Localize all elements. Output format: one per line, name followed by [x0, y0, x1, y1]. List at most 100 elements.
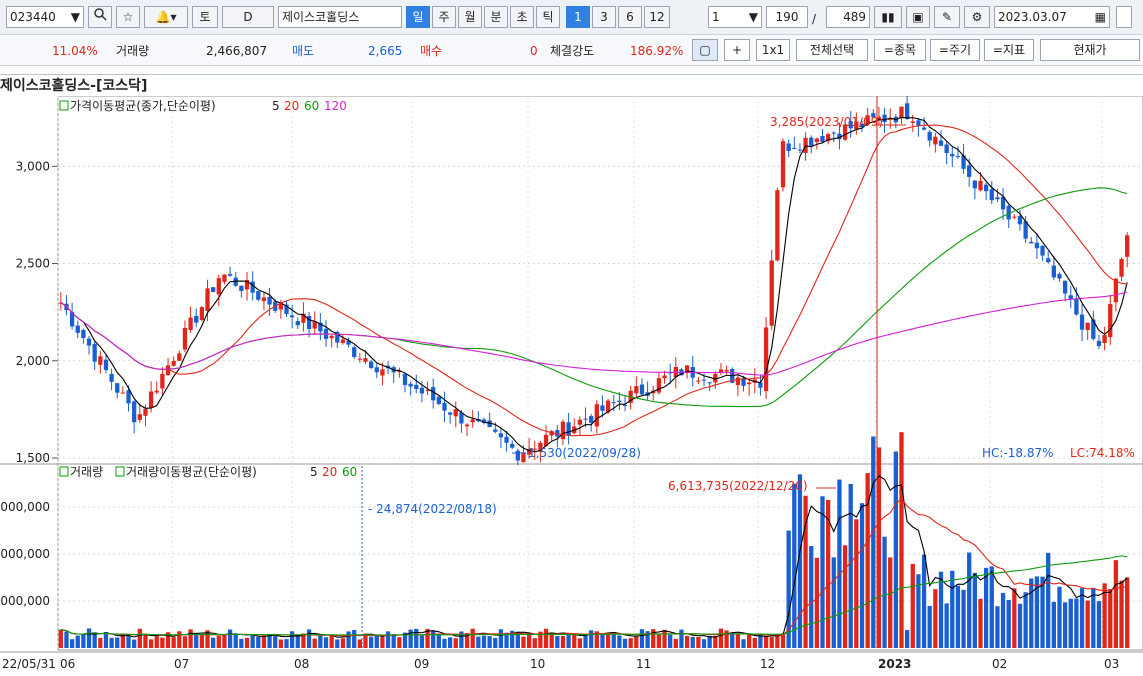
chart-title-bar	[0, 74, 1143, 97]
star-icon[interactable]: ☆	[116, 6, 140, 28]
volume-bar	[205, 630, 210, 648]
option-checkbox[interactable]	[1116, 6, 1132, 28]
volume-bar	[560, 635, 566, 648]
price-legend-period: 5	[272, 99, 280, 113]
volume-bar	[459, 631, 464, 648]
current-price-button[interactable]: 현재가	[1040, 39, 1140, 61]
volume-bar	[854, 519, 859, 648]
settings-gear-icon[interactable]: ⚙	[964, 6, 990, 28]
candle-body	[831, 132, 836, 134]
volume-bar	[481, 635, 487, 648]
period-tab-1[interactable]: 주	[432, 6, 456, 28]
volume-bar	[211, 637, 216, 648]
candle-body	[431, 387, 436, 401]
candle-body	[1006, 205, 1011, 220]
candle-body	[368, 361, 374, 369]
period-tab-2[interactable]: 월	[458, 6, 482, 28]
volume-bar	[741, 639, 746, 648]
period-tab-0[interactable]: 일	[406, 6, 430, 28]
period-tab-4[interactable]: 초	[510, 6, 534, 28]
tomorrow-button[interactable]: 토	[192, 6, 218, 28]
candle-body	[809, 137, 814, 146]
candle-body	[927, 131, 932, 141]
volume-bar	[86, 628, 92, 648]
volume-bar	[1074, 598, 1079, 648]
volume-bar	[290, 631, 295, 648]
box-toggle-icon[interactable]: ▢	[692, 39, 718, 61]
volume-bar	[605, 633, 611, 648]
candle-body	[188, 317, 193, 330]
interval-tab-12[interactable]: 12	[644, 6, 670, 28]
candle-body	[950, 154, 955, 157]
candle-body	[402, 373, 408, 385]
candle-body	[1046, 258, 1051, 263]
period-tab-3[interactable]: 분	[484, 6, 508, 28]
calendar-icon[interactable]: ▦	[1094, 10, 1106, 24]
bell-icon[interactable]: 🔔▾	[144, 6, 188, 28]
quote-bar: 11.04% 거래량 2,466,807 매도 2,665 매수 0 체결강도 …	[0, 35, 1143, 66]
candle-body	[617, 400, 622, 403]
date-input[interactable]: 2023.03.07 ▦	[994, 6, 1110, 28]
candle-body	[346, 340, 351, 345]
interval-tab-6[interactable]: 6	[618, 6, 642, 28]
candle-body	[250, 281, 255, 293]
volume-legend-text: 거래량	[70, 465, 103, 479]
draw-tool-icon[interactable]: ✎	[934, 6, 960, 28]
candle-body	[92, 344, 97, 362]
high-annotation: 3,285(2023/01/09)	[770, 115, 883, 129]
candle-body	[910, 121, 915, 123]
candle-body	[983, 184, 989, 192]
candle-body	[329, 335, 334, 339]
interval-tab-1[interactable]: 1	[566, 6, 590, 28]
volume-bar	[115, 637, 120, 648]
volume-ma-60	[60, 555, 1128, 636]
candle-body	[1029, 241, 1034, 244]
volume-bar	[301, 633, 306, 648]
volume-bar	[684, 635, 690, 648]
x-axis-label: 11	[636, 657, 651, 671]
period-tab-5[interactable]: 틱	[536, 6, 560, 28]
unit-select[interactable]: 1 ▼	[708, 6, 762, 28]
candle-body	[165, 365, 171, 376]
candle-body	[256, 291, 261, 300]
volume-bar	[656, 634, 662, 648]
select-all-button[interactable]: 전체선택	[796, 39, 868, 61]
volume-bar	[1000, 592, 1006, 648]
period-button[interactable]: =주기	[930, 39, 980, 61]
price-legend-text: 가격이동평균(종가,단순이평)	[70, 99, 216, 113]
plus-button[interactable]: +	[724, 39, 750, 61]
candle-type-icon[interactable]: ▮▮	[874, 6, 902, 28]
save-icon[interactable]: ▣	[906, 6, 930, 28]
candle-body	[1091, 319, 1096, 339]
d-button[interactable]: D	[222, 6, 274, 28]
stock-chart[interactable]: 3,000 2,500 2,000 1,500 000,000 000,000 000,00…	[0, 96, 1143, 676]
candle-body	[447, 412, 453, 415]
candle-body	[453, 409, 458, 417]
candle-body	[555, 430, 560, 437]
volume-bar	[267, 633, 272, 648]
candle-body	[335, 331, 340, 343]
candle-body	[148, 391, 154, 408]
volume-bar	[848, 484, 853, 648]
sell-label: 매도	[292, 44, 315, 58]
interval-tab-3[interactable]: 3	[592, 6, 616, 28]
volume-bar	[402, 632, 408, 648]
buy-value: 0	[530, 44, 538, 58]
candle-body	[955, 156, 961, 158]
volume-bar	[98, 638, 103, 648]
candle-body	[1051, 265, 1056, 278]
count-input[interactable]: 190	[766, 6, 808, 28]
volume-bar	[668, 634, 673, 648]
one-by-one-button[interactable]: 1x1	[756, 39, 790, 61]
indicator-button[interactable]: =지표	[984, 39, 1034, 61]
volume-bar	[233, 633, 238, 648]
search-icon[interactable]	[88, 6, 112, 28]
stock-code-input[interactable]: 023440 ▼	[6, 6, 84, 28]
item-button[interactable]: =종목	[874, 39, 926, 61]
candle-body	[701, 379, 707, 381]
candle-body	[871, 113, 876, 118]
candle-body	[301, 313, 306, 323]
stock-name-field[interactable]: 제이스코홀딩스	[278, 6, 402, 28]
candle-body	[854, 121, 859, 130]
chevron-down-icon[interactable]: ▼	[70, 10, 80, 24]
